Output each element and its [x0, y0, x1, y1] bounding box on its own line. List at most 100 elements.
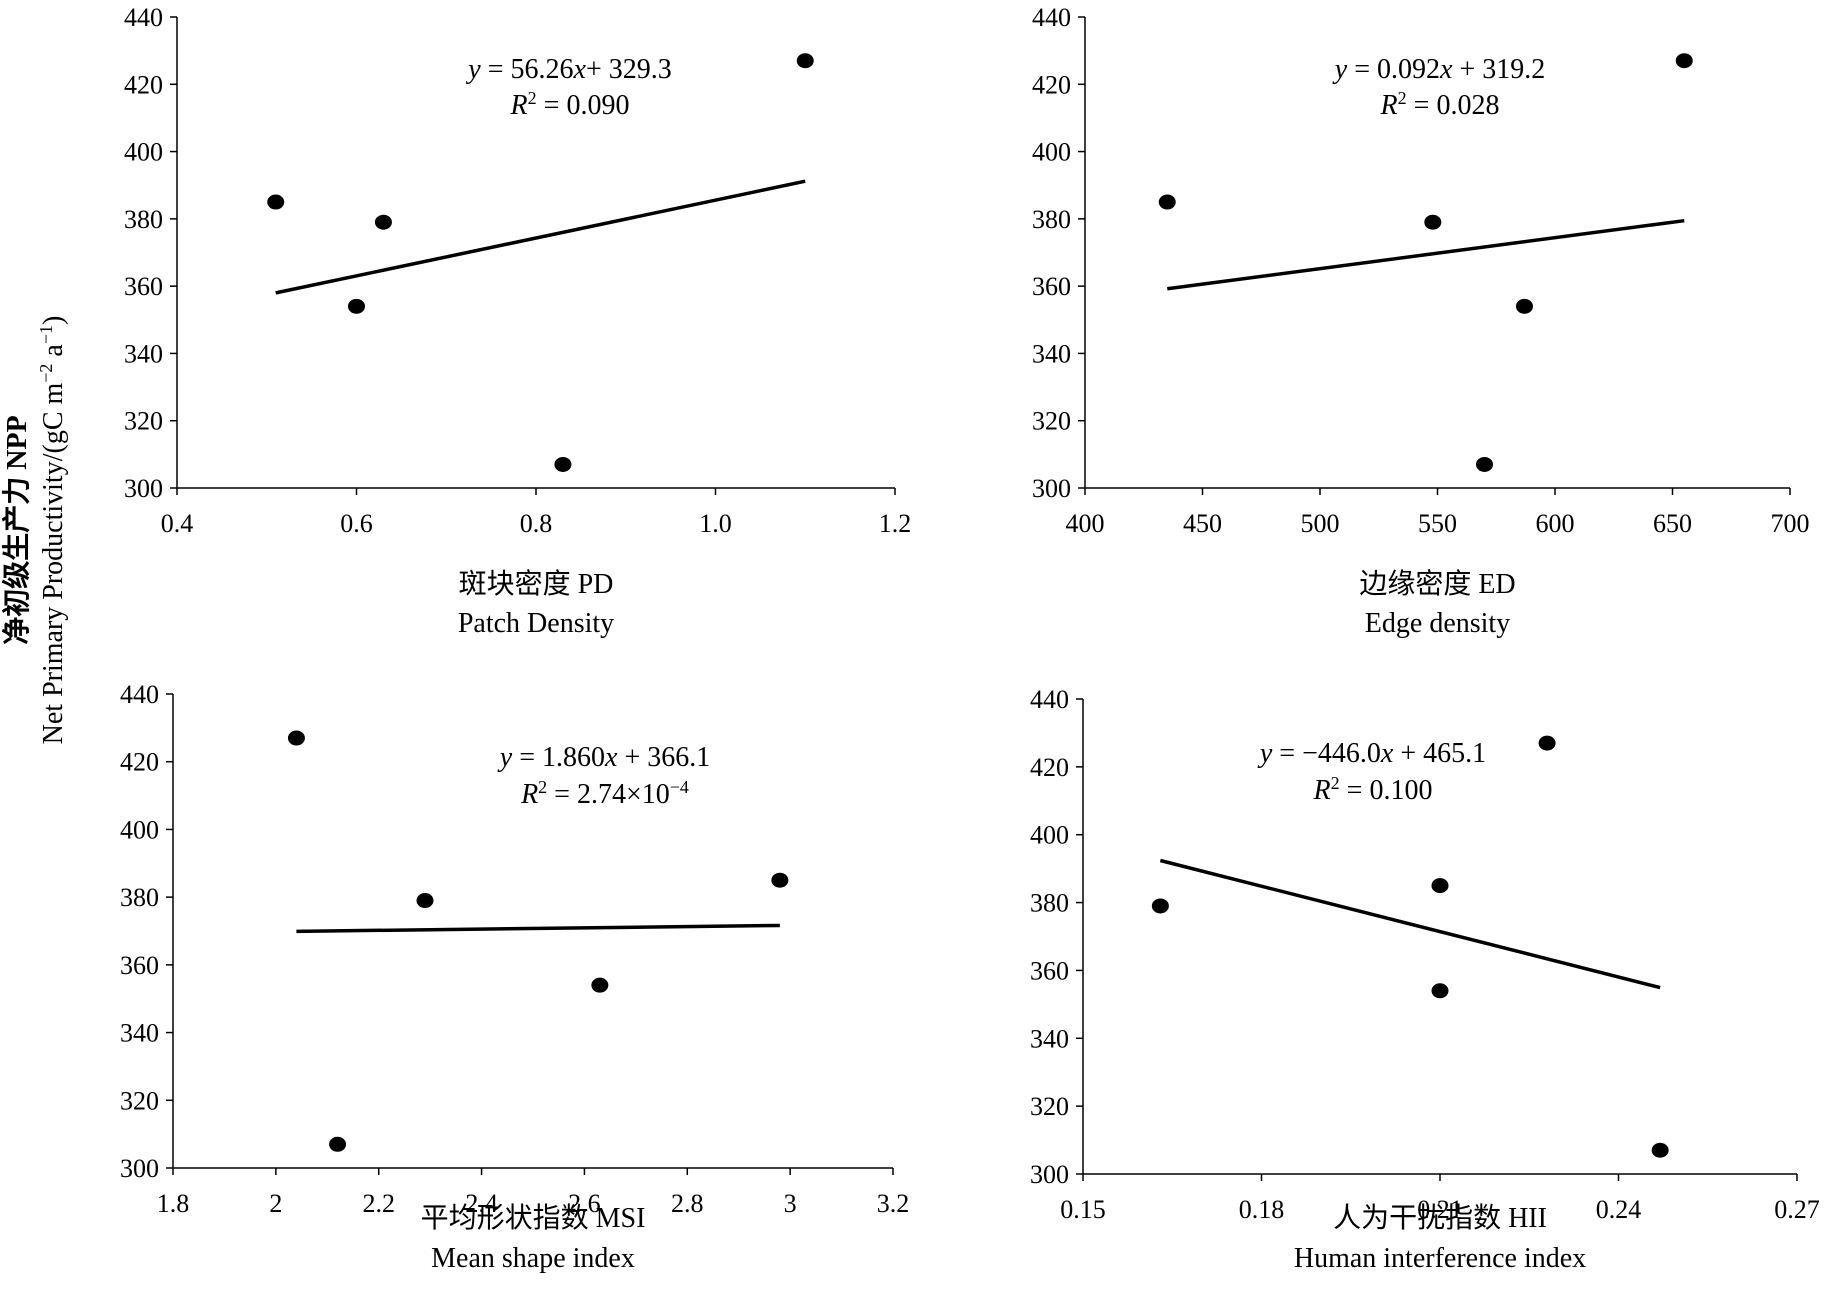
y-tick-label: 420 — [120, 748, 159, 777]
y-tick-label: 360 — [1032, 272, 1071, 301]
y-axis-label-en: Net Primary Productivity/(gC m−2 a−1) — [36, 316, 69, 745]
x-tick-label: 450 — [1183, 509, 1222, 538]
data-point — [1158, 194, 1176, 210]
x-tick-label: 500 — [1301, 509, 1340, 538]
y-tick-label: 440 — [124, 3, 163, 32]
x-axis-title-zh: 斑块密度 PD — [459, 568, 614, 600]
x-tick-label: 2.4 — [465, 1189, 498, 1218]
regression-equation: y = 1.860x + 366.1 — [497, 742, 710, 773]
x-tick-label: 1.2 — [879, 509, 912, 538]
y-tick-label: 340 — [124, 339, 163, 368]
data-point — [554, 456, 572, 472]
y-tick-label: 340 — [120, 1019, 159, 1048]
y-tick-label: 400 — [1032, 138, 1071, 167]
panel-ed: 300 320 340 360 380 400 420 440 400 450 500 550 600 6… — [1032, 3, 1810, 639]
x-tick-label: 3 — [784, 1189, 797, 1218]
y-tick-label: 320 — [1032, 407, 1071, 436]
data-point — [1424, 214, 1442, 230]
y-tick-label: 300 — [124, 474, 163, 503]
x-tick-label: 0.4 — [161, 509, 194, 538]
x-tick-label: 2.2 — [362, 1189, 395, 1218]
y-tick-label: 400 — [1030, 821, 1069, 850]
y-tick-label: 400 — [124, 138, 163, 167]
x-tick-label: 0.21 — [1417, 1195, 1463, 1224]
y-tick-label: 360 — [1030, 956, 1069, 985]
regression-line — [1167, 218, 1685, 291]
data-point — [329, 1136, 347, 1152]
regression-line — [275, 179, 806, 295]
data-point — [287, 730, 305, 746]
y-tick-label: 380 — [1032, 205, 1071, 234]
x-axis-title-en: Human interference index — [1294, 1243, 1586, 1274]
x-tick-label: 1.8 — [157, 1189, 190, 1218]
r-squared: R2 = 2.74×10−4 — [520, 777, 689, 810]
y-tick-label: 360 — [124, 272, 163, 301]
x-tick-label: 3.2 — [877, 1189, 910, 1218]
data-point — [591, 977, 609, 993]
y-tick-label: 440 — [1032, 3, 1071, 32]
x-tick-label: 1.0 — [699, 509, 732, 538]
y-tick-label: 360 — [120, 951, 159, 980]
x-tick-label: 0.8 — [520, 509, 553, 538]
x-tick-label: 400 — [1066, 509, 1105, 538]
x-axis-title-zh: 平均形状指数 MSI — [421, 1202, 646, 1234]
data-point — [348, 298, 365, 314]
data-point — [771, 872, 789, 888]
panel-hii: 300 320 340 360 380 400 420 440 0.15 0.18 0.21 0.24… — [1030, 685, 1820, 1274]
y-tick-label: 300 — [1030, 1160, 1069, 1189]
regression-equation: y = 56.26x+ 329.3 — [465, 54, 671, 85]
data-point — [1476, 456, 1493, 472]
y-axis-label-zh: 净初级生产力 NPP — [1, 415, 33, 644]
y-tick-label: 420 — [1030, 753, 1069, 782]
regression-line — [296, 923, 780, 934]
x-axis-title-en: Edge density — [1365, 608, 1510, 639]
y-tick-label: 300 — [120, 1154, 159, 1183]
y-tick-label: 380 — [1030, 889, 1069, 918]
r-squared: R2 = 0.028 — [1380, 88, 1500, 121]
r-squared: R2 = 0.090 — [510, 88, 630, 121]
x-axis-title-en: Patch Density — [458, 608, 614, 639]
y-tick-label: 340 — [1030, 1024, 1069, 1053]
y-tick-label: 340 — [1032, 339, 1071, 368]
x-axis-title-zh: 边缘密度 ED — [1359, 568, 1515, 600]
x-axis-title-zh: 人为干扰指数 HII — [1333, 1202, 1547, 1234]
x-tick-label: 600 — [1536, 509, 1575, 538]
x-tick-label: 550 — [1418, 509, 1457, 538]
x-tick-label: 2 — [269, 1189, 282, 1218]
x-tick-label: 0.15 — [1060, 1195, 1106, 1224]
y-tick-label: 420 — [1032, 70, 1071, 99]
y-tick-label: 380 — [120, 883, 159, 912]
x-tick-label: 650 — [1653, 509, 1692, 538]
x-tick-label: 2.8 — [671, 1189, 704, 1218]
x-tick-label: 0.27 — [1774, 1195, 1820, 1224]
data-point — [1538, 735, 1556, 751]
data-point — [1515, 298, 1533, 314]
r-squared: R2 = 0.100 — [1313, 773, 1433, 806]
y-tick-label: 380 — [124, 205, 163, 234]
y-tick-label: 320 — [1030, 1092, 1069, 1121]
regression-equation: y = −446.0x + 465.1 — [1257, 738, 1486, 769]
y-tick-label: 440 — [1030, 685, 1069, 714]
y-tick-label: 320 — [120, 1086, 159, 1115]
panel-pd: 300 320 340 360 380 400 420 440 0.4 0.6 0.8 1.0 1.2 y… — [124, 3, 911, 639]
data-point — [1651, 1142, 1669, 1158]
y-tick-label: 420 — [124, 70, 163, 99]
data-point — [416, 893, 434, 909]
y-tick-label: 300 — [1032, 474, 1071, 503]
y-tick-label: 320 — [124, 407, 163, 436]
x-tick-label: 2.6 — [568, 1189, 601, 1218]
data-point — [1431, 878, 1449, 894]
x-tick-label: 700 — [1771, 509, 1810, 538]
regression-equation: y = 0.092x + 319.2 — [1332, 54, 1545, 85]
data-point — [267, 194, 285, 210]
data-point — [1675, 53, 1693, 69]
data-point — [796, 53, 814, 69]
y-tick-label: 400 — [120, 815, 159, 844]
y-tick-label: 440 — [120, 680, 159, 709]
data-point — [1151, 898, 1169, 914]
x-tick-label: 0.24 — [1596, 1195, 1642, 1224]
data-point — [374, 214, 392, 230]
x-tick-label: 0.18 — [1239, 1195, 1285, 1224]
x-tick-label: 0.6 — [340, 509, 373, 538]
